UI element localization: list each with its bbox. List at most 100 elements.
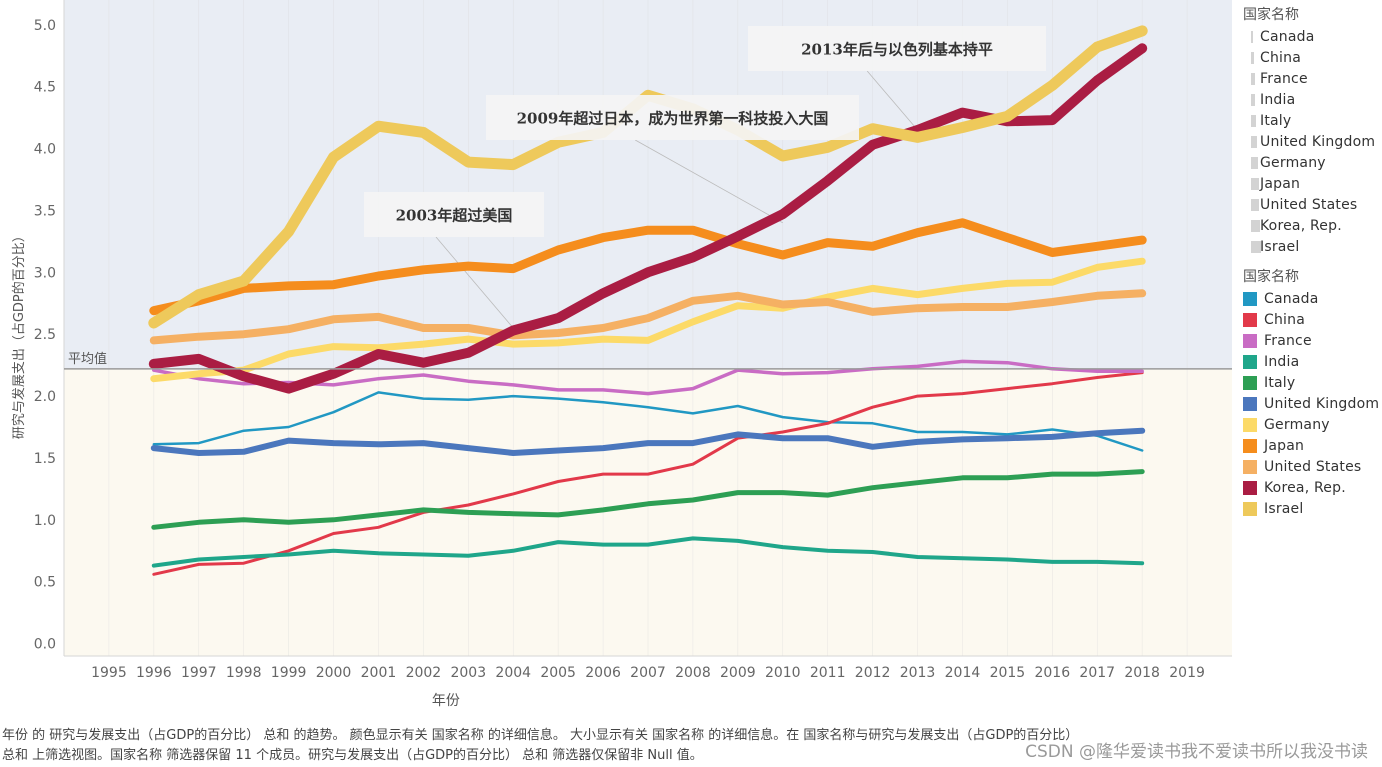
x-tick-label: 2005 — [540, 665, 576, 681]
color-legend-swatch — [1243, 417, 1257, 432]
color-legend-item: France — [1243, 330, 1379, 351]
color-legend: 国家名称 Canada China France India Italy United K… — [1243, 266, 1379, 519]
size-legend-item: United Kingdom — [1243, 131, 1375, 152]
x-tick-label: 1999 — [271, 665, 307, 681]
x-tick-label: 2013 — [900, 665, 936, 681]
color-legend-label: United States — [1264, 458, 1362, 475]
color-legend-swatch — [1243, 312, 1257, 327]
color-legend-swatch — [1243, 396, 1257, 411]
color-legend-label: Japan — [1264, 437, 1305, 454]
size-legend-swatch — [1251, 240, 1261, 253]
size-legend-label: Japan — [1260, 175, 1301, 192]
annotation-leader-line — [435, 236, 514, 329]
color-legend-label: China — [1264, 311, 1305, 328]
caption-line-1: 年份 的 研究与发展支出（占GDP的百分比） 总和 的趋势。 颜色显示有关 国家… — [2, 728, 1079, 743]
size-legend-swatch — [1251, 219, 1260, 232]
size-legend-item: India — [1243, 89, 1375, 110]
x-tick-label: 2007 — [630, 665, 666, 681]
series-line-china — [152, 371, 1144, 576]
annotation-box — [364, 192, 544, 237]
annotation-leader-line — [866, 70, 918, 131]
x-tick-label: 1996 — [136, 665, 172, 681]
size-legend-item: Canada — [1243, 26, 1375, 47]
color-legend-swatch — [1243, 291, 1257, 306]
x-tick-label: 2008 — [675, 665, 711, 681]
x-tick-label: 2014 — [945, 665, 981, 681]
x-tick-label: 2012 — [855, 665, 891, 681]
y-tick-label: 1.5 — [34, 451, 56, 467]
y-tick-label: 4.5 — [34, 80, 56, 96]
annotation-leader-line — [635, 139, 783, 224]
x-tick-label: 1998 — [226, 665, 262, 681]
color-legend-label: United Kingdom — [1264, 395, 1380, 412]
color-legend-item: Germany — [1243, 414, 1379, 435]
size-legend-item: France — [1243, 68, 1375, 89]
x-tick-label: 2001 — [361, 665, 397, 681]
y-tick-label: 4.0 — [34, 142, 56, 158]
annotation-box — [486, 95, 859, 140]
x-tick-label: 2006 — [585, 665, 621, 681]
color-legend-item: Italy — [1243, 372, 1379, 393]
x-tick-label: 2019 — [1169, 665, 1205, 681]
size-legend-swatch — [1251, 198, 1259, 211]
size-legend-label: Israel — [1260, 238, 1300, 255]
color-legend-swatch — [1243, 438, 1257, 453]
series-line-canada — [152, 391, 1144, 452]
color-legend-label: Israel — [1264, 500, 1304, 517]
chart-caption: 年份 的 研究与发展支出（占GDP的百分比） 总和 的趋势。 颜色显示有关 国家… — [2, 726, 1232, 766]
size-legend-swatch — [1251, 30, 1253, 43]
size-legend-label: Germany — [1260, 154, 1326, 171]
color-legend-item: India — [1243, 351, 1379, 372]
color-legend-label: Canada — [1264, 290, 1319, 307]
size-legend-item: Japan — [1243, 173, 1375, 194]
x-tick-label: 2015 — [990, 665, 1026, 681]
size-legend-label: United States — [1260, 196, 1358, 213]
y-tick-label: 1.0 — [34, 513, 56, 529]
size-legend-swatch — [1251, 93, 1255, 106]
x-tick-label: 2002 — [406, 665, 442, 681]
series-line-united-kingdom — [150, 427, 1146, 456]
size-legend: 国家名称 Canada China France India Italy United K… — [1243, 4, 1375, 257]
color-legend-title: 国家名称 — [1243, 269, 1299, 285]
color-legend-label: Korea, Rep. — [1264, 479, 1346, 496]
series-line-united-states — [149, 289, 1147, 345]
x-tick-label: 1997 — [181, 665, 217, 681]
color-legend-label: France — [1264, 332, 1312, 349]
watermark: CSDN @隆华爱读书我不爱读书所以我没书读 — [1025, 742, 1368, 762]
x-tick-label: 2003 — [450, 665, 486, 681]
color-legend-swatch — [1243, 480, 1257, 495]
color-legend-swatch — [1243, 354, 1257, 369]
series-line-france — [152, 359, 1144, 396]
size-legend-swatch — [1251, 72, 1255, 85]
y-tick-label: 2.0 — [34, 389, 56, 405]
y-tick-label: 0.5 — [34, 575, 56, 591]
size-legend-swatch — [1251, 51, 1254, 64]
color-legend-label: Italy — [1264, 374, 1296, 391]
size-legend-swatch — [1251, 177, 1259, 190]
y-tick-label: 5.0 — [34, 18, 56, 34]
size-legend-label: United Kingdom — [1260, 133, 1376, 150]
y-tick-label: 0.0 — [34, 637, 56, 653]
annotation-box — [748, 26, 1046, 71]
y-tick-label: 3.0 — [34, 265, 56, 281]
color-legend-item: Korea, Rep. — [1243, 477, 1379, 498]
size-legend-label: France — [1260, 70, 1308, 87]
y-axis-title: 研究与发展支出（占GDP的百分比） — [11, 229, 27, 439]
reference-line-label: 平均值 — [68, 351, 107, 367]
x-tick-label: 2011 — [810, 665, 846, 681]
size-legend-swatch — [1251, 135, 1257, 148]
series-line-korea-rep — [148, 43, 1148, 394]
series-line-india — [151, 536, 1145, 568]
size-legend-title: 国家名称 — [1243, 7, 1299, 23]
color-legend-item: Japan — [1243, 435, 1379, 456]
series-line-germany — [150, 257, 1146, 383]
x-tick-label: 2017 — [1079, 665, 1115, 681]
annotation-text: 2003年超过美国 — [396, 207, 513, 225]
size-legend-label: India — [1260, 91, 1296, 108]
x-tick-label: 2004 — [495, 665, 531, 681]
color-legend-item: United Kingdom — [1243, 393, 1379, 414]
color-legend-item: United States — [1243, 456, 1379, 477]
size-legend-item: Korea, Rep. — [1243, 215, 1375, 236]
series-line-italy — [151, 469, 1145, 530]
x-axis-title: 年份 — [432, 693, 460, 709]
